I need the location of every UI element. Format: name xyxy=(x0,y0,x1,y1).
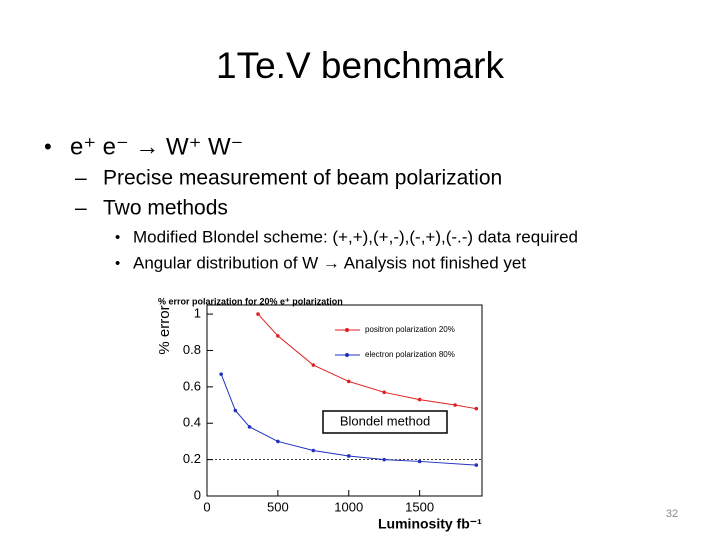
data-point xyxy=(276,439,280,444)
annotation: Blondel method xyxy=(340,413,430,428)
y-tick-label: 1 xyxy=(194,306,201,321)
data-point xyxy=(233,408,238,413)
dash: – xyxy=(75,197,87,220)
data-point xyxy=(474,406,479,411)
data-point xyxy=(346,379,351,384)
bullet-dot: • xyxy=(115,229,120,246)
chart-title: % error polarization for 20% e⁺ polariza… xyxy=(158,296,343,306)
data-point xyxy=(474,463,479,467)
x-tick-label: 1000 xyxy=(334,499,363,514)
x-axis-label: Luminosity fb⁻¹ xyxy=(378,516,482,532)
plot-frame xyxy=(206,304,483,497)
bullet-dot: • xyxy=(44,134,52,159)
y-axis-label: % error xyxy=(156,305,173,354)
legend-label: electron polarization 80% xyxy=(365,350,455,359)
x-tick-label: 1500 xyxy=(405,499,434,514)
data-point xyxy=(276,334,280,338)
data-point xyxy=(219,372,223,376)
data-point xyxy=(247,425,252,429)
data-point xyxy=(311,363,316,367)
slide-title: 1Te.V benchmark xyxy=(216,45,504,86)
y-tick-label: 0 xyxy=(194,487,201,502)
sub-bullet: Two methods xyxy=(103,197,228,220)
annotation-box xyxy=(322,410,448,434)
data-point xyxy=(346,454,351,458)
legend-label: positron polarization 20% xyxy=(365,325,455,334)
data-point xyxy=(256,312,260,316)
legend-marker xyxy=(345,353,349,357)
sub-sub-bullet: Modified Blondel scheme: (+,+),(+,-),(-,… xyxy=(133,227,578,246)
legend-marker xyxy=(345,328,349,332)
y-tick-label: 0.6 xyxy=(183,378,201,393)
series-line xyxy=(257,313,477,410)
y-tick-label: 0.4 xyxy=(183,415,201,430)
dash: – xyxy=(75,167,87,190)
x-tick-label: 500 xyxy=(267,499,289,514)
page-number: 32 xyxy=(666,508,678,520)
data-point xyxy=(417,397,422,402)
data-point xyxy=(382,457,386,462)
data-point xyxy=(311,448,316,453)
data-point xyxy=(453,403,457,407)
sub-sub-bullet: Angular distribution of W → Analysis not… xyxy=(133,253,526,272)
bullet-dot: • xyxy=(115,255,120,272)
y-tick-label: 0.8 xyxy=(183,342,201,357)
data-point xyxy=(417,459,422,464)
data-point xyxy=(382,390,386,395)
x-tick-label: 0 xyxy=(203,499,210,514)
sub-bullet: Precise measurement of beam polarization xyxy=(103,167,502,190)
bullet: e⁺ e⁻ → W⁺ W⁻ xyxy=(70,133,243,160)
y-tick-label: 0.2 xyxy=(183,451,201,466)
